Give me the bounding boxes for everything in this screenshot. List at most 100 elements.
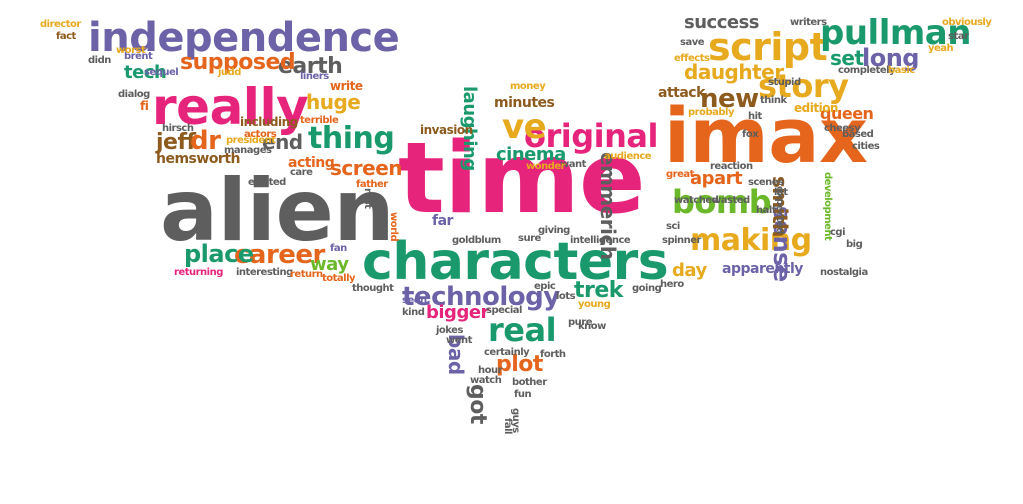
cloud-word: return [290, 269, 323, 280]
cloud-word: minutes [494, 95, 555, 111]
cloud-word: bother [512, 377, 547, 388]
cloud-word: care [290, 167, 313, 178]
cloud-word: earth [278, 54, 343, 79]
cloud-word: huge [306, 90, 361, 114]
cloud-word: plot [496, 352, 543, 377]
cloud-word: world [388, 212, 399, 242]
cloud-word: write [330, 79, 363, 93]
cloud-word: basic [888, 65, 915, 76]
cloud-word: dialog [118, 89, 150, 100]
cloud-word: star [948, 31, 969, 42]
cloud-word: long [862, 44, 919, 72]
cloud-word: cgi [830, 227, 846, 238]
cloud-word: sequel [144, 67, 179, 78]
cloud-word: scenes [748, 177, 784, 188]
cloud-word: screen [330, 156, 403, 180]
cloud-word: giving [538, 225, 570, 236]
cloud-word: wonder [526, 161, 566, 172]
cloud-word: thought [352, 283, 394, 294]
cloud-word: let [774, 187, 788, 198]
cloud-word: acting [288, 155, 335, 171]
cloud-word: forth [540, 349, 566, 360]
cloud-word: making [690, 223, 812, 258]
cloud-word: day [672, 260, 707, 281]
cloud-word: career [234, 240, 325, 270]
cloud-word: lots [556, 291, 576, 302]
cloud-word: dr [190, 126, 221, 156]
cloud-word: liners [300, 71, 329, 82]
cloud-word: probably [688, 107, 734, 118]
cloud-word: supposed [180, 50, 296, 75]
cloud-word: fi [140, 99, 149, 113]
cloud-word: effects [674, 53, 710, 64]
cloud-word: worst [116, 45, 146, 56]
cloud-word: special [486, 305, 522, 316]
cloud-word: sure [518, 233, 541, 244]
cloud-word: half [756, 205, 776, 216]
cloud-word: success [684, 12, 760, 33]
cloud-word: edition [794, 101, 838, 115]
cloud-word: seen [402, 295, 427, 306]
cloud-word: returning [174, 267, 223, 278]
cloud-word: guys [510, 408, 521, 433]
cloud-word: manages [224, 145, 272, 156]
cloud-word: new [700, 84, 759, 114]
cloud-word: fact [56, 31, 76, 42]
cloud-word: based [842, 129, 874, 140]
cloud-word: obviously [942, 17, 992, 28]
cloud-word: trek [574, 278, 623, 303]
cloud-word: rest [362, 188, 373, 209]
cloud-word: place [184, 240, 254, 268]
cloud-word: apart [690, 168, 743, 189]
cloud-word: hirsch [162, 123, 194, 134]
cloud-word: jeff [156, 130, 196, 155]
cloud-word: father [356, 179, 388, 190]
cloud-word: thing [308, 121, 395, 156]
cloud-word: bigger [426, 302, 489, 323]
cloud-word: existed [248, 177, 286, 188]
cloud-word: interesting [236, 267, 293, 278]
cloud-word: young [578, 299, 611, 310]
cloud-word: kind [402, 307, 425, 318]
cloud-word: far [432, 213, 453, 229]
cloud-word: apparently [722, 261, 803, 277]
cloud-word: real [488, 311, 557, 349]
cloud-word: terrible [300, 115, 339, 126]
cloud-word: cities [852, 141, 880, 152]
cloud-word: cinema [496, 144, 566, 165]
cloud-word: watch [470, 375, 502, 386]
cloud-word: tech [124, 62, 167, 83]
cloud-word: queen [820, 104, 874, 123]
cloud-word: jokes [436, 325, 463, 336]
cloud-word: actors [244, 129, 277, 140]
cloud-word: ve [502, 107, 547, 147]
cloud-word: audience [604, 151, 652, 162]
cloud-word: brent [124, 51, 153, 62]
cloud-word: sci [666, 221, 680, 232]
cloud-word: daughter [684, 60, 784, 84]
cloud-word: spinner [662, 235, 702, 246]
cloud-word: save [680, 37, 705, 48]
cloud-word: president [226, 135, 276, 146]
cloud-word: story [758, 67, 849, 105]
cloud-word: imax [664, 91, 868, 180]
cloud-word: original [524, 117, 658, 155]
cloud-word: time [398, 122, 646, 236]
cloud-word: hour [478, 365, 503, 376]
cloud-word: technology [402, 282, 560, 312]
cloud-word: attack [658, 85, 705, 101]
cloud-word: fun [514, 389, 532, 400]
cloud-word: completely [838, 65, 896, 76]
cloud-word: pure [568, 317, 593, 328]
cloud-word: really [152, 78, 309, 136]
cloud-word: intelligence [570, 235, 631, 246]
cloud-word: totally [322, 273, 356, 284]
cloud-word: didn [88, 55, 111, 66]
cloud-word: characters [362, 232, 669, 292]
cloud-word: set [830, 46, 864, 70]
cloud-word: writers [790, 17, 827, 28]
cloud-word: hit [748, 111, 762, 122]
cloud-word: including [240, 115, 298, 129]
cloud-word: nostalgia [820, 267, 868, 278]
